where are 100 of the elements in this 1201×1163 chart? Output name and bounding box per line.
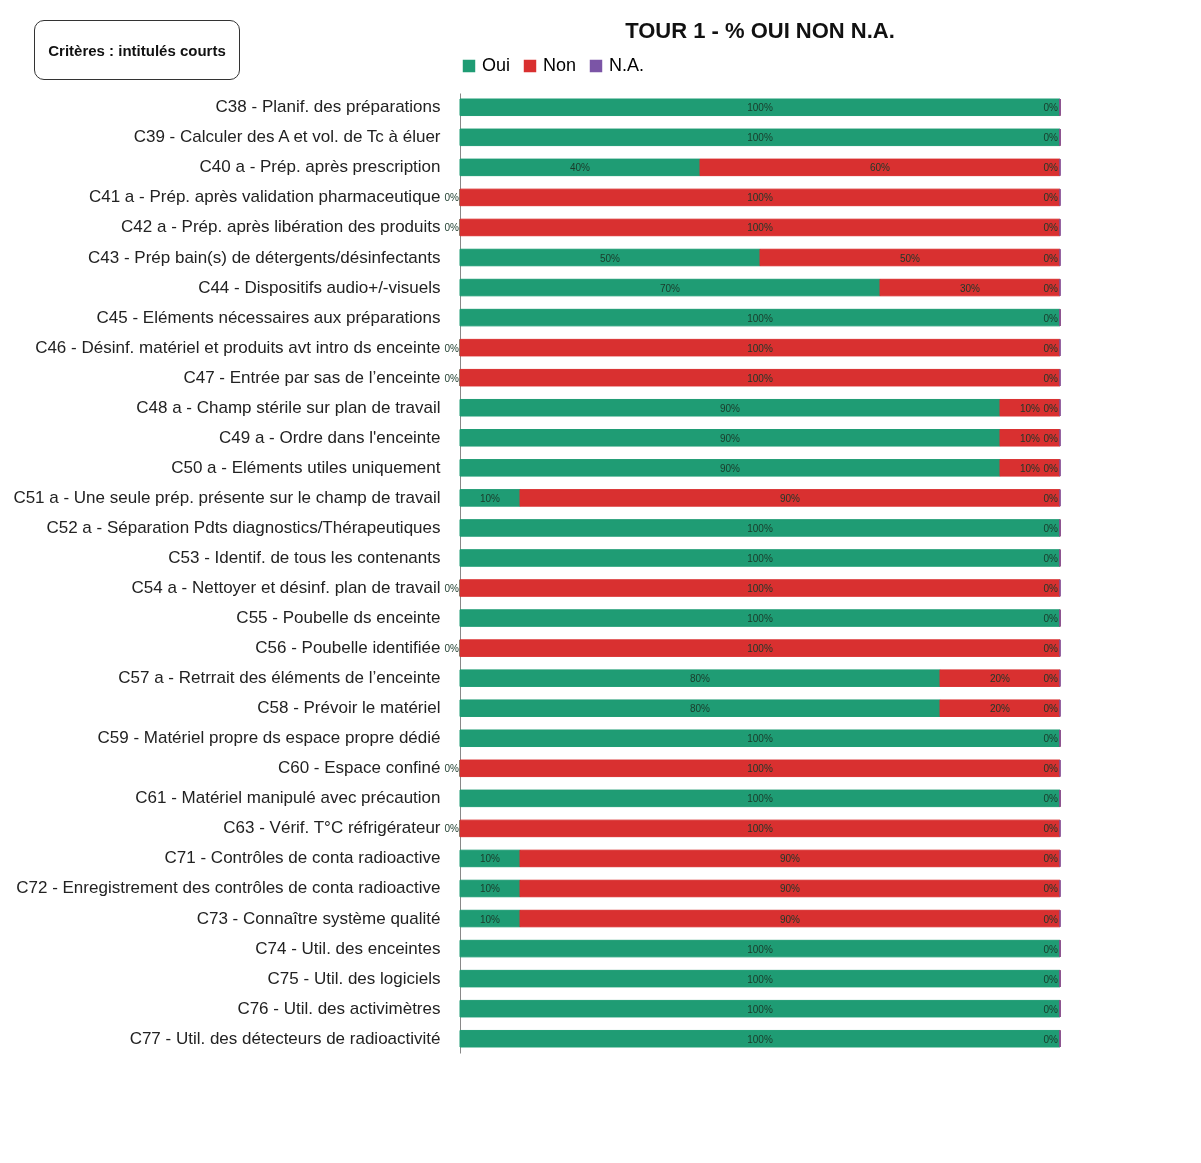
data-label: 100%: [747, 643, 773, 655]
y-tick-label: C47 - Entrée par sas de l’enceinte: [183, 367, 441, 387]
data-label: 0%: [1043, 913, 1059, 925]
data-label: 0%: [444, 372, 460, 384]
data-label: 100%: [747, 102, 773, 114]
y-tick-label: C58 - Prévoir le matériel: [257, 698, 441, 718]
data-label: 0%: [1043, 733, 1059, 745]
data-label: 0%: [1043, 222, 1059, 234]
data-label: 50%: [599, 252, 621, 264]
chart-title: TOUR 1 - % OUI NON N.A.: [625, 18, 895, 43]
data-label: 0%: [1043, 342, 1059, 354]
data-label: 100%: [747, 552, 773, 564]
data-label: 0%: [1043, 462, 1059, 474]
y-tick-label: C59 - Matériel propre ds espace propre dédié: [97, 728, 441, 748]
data-label: 0%: [1043, 372, 1059, 384]
y-tick-label: C39 - Calculer des A et vol. de Tc à éluer: [133, 127, 441, 147]
data-label: 0%: [444, 583, 460, 595]
data-label: 0%: [444, 222, 460, 234]
y-tick-label: C71 - Contrôles de conta radioactive: [164, 848, 441, 868]
y-tick-label: C60 - Espace confiné: [277, 758, 441, 778]
data-label: 70%: [659, 282, 681, 294]
data-label: 100%: [747, 222, 773, 234]
data-label: 10%: [1019, 432, 1041, 444]
data-label: 100%: [747, 132, 773, 144]
data-label: 0%: [444, 342, 460, 354]
data-label: 100%: [747, 823, 773, 835]
data-label: 90%: [779, 853, 801, 865]
data-label: 0%: [1043, 583, 1059, 595]
data-label: 60%: [869, 162, 891, 174]
data-label: 0%: [444, 823, 460, 835]
data-label: 0%: [1043, 823, 1059, 835]
data-label: 0%: [1043, 853, 1059, 865]
data-label: 0%: [1043, 793, 1059, 805]
data-label: 100%: [747, 973, 773, 985]
data-label: 100%: [747, 312, 773, 324]
data-label: 100%: [747, 342, 773, 354]
data-label: 0%: [1043, 643, 1059, 655]
data-label: 50%: [899, 252, 921, 264]
data-label: 0%: [1043, 132, 1059, 144]
data-label: 20%: [989, 673, 1011, 685]
data-label: 0%: [1043, 522, 1059, 534]
data-label: 0%: [444, 643, 460, 655]
data-label: 10%: [479, 853, 501, 865]
data-label: 0%: [1043, 973, 1059, 985]
data-label: 10%: [479, 492, 501, 504]
data-label: 80%: [689, 703, 711, 715]
y-tick-label: C40 a - Prép. après prescription: [199, 157, 441, 177]
y-tick-label: C51 a - Une seule prép. présente sur le champ de travail: [13, 487, 441, 507]
data-label: 0%: [1043, 673, 1059, 685]
data-label: 0%: [1043, 613, 1059, 625]
y-tick-label: C57 a - Retrrait des éléments de l’enceinte: [118, 668, 441, 688]
data-label: 100%: [747, 522, 773, 534]
y-tick-label: C49 a - Ordre dans l'enceinte: [218, 427, 441, 447]
data-label: 0%: [1043, 1003, 1059, 1015]
data-label: 0%: [1043, 402, 1059, 414]
data-label: 10%: [479, 913, 501, 925]
y-tick-label: C63 - Vérif. T°C réfrigérateur: [223, 818, 441, 838]
y-tick-label: C55 - Poubelle ds enceinte: [236, 608, 441, 628]
data-label: 40%: [569, 162, 591, 174]
data-label: 90%: [779, 492, 801, 504]
y-tick-label: C77 - Util. des détecteurs de radioactivité: [129, 1028, 441, 1048]
y-tick-label: C44 - Dispositifs audio+/-visuels: [198, 277, 441, 297]
data-label: 0%: [444, 192, 460, 204]
data-label: 100%: [747, 1033, 773, 1045]
data-label: 0%: [1043, 883, 1059, 895]
y-tick-label: C56 - Poubelle identifiée: [255, 638, 441, 658]
data-label: 0%: [1043, 162, 1059, 174]
data-label: 100%: [747, 733, 773, 745]
data-label: 80%: [689, 673, 711, 685]
y-tick-label: C38 - Planif. des préparations: [215, 97, 441, 117]
legend-label: Oui: [482, 55, 511, 75]
y-tick-label: C43 - Prép bain(s) de détergents/désinfectants: [88, 247, 441, 267]
y-tick-label: C42 a - Prép. après libération des produits: [121, 217, 441, 237]
y-tick-label: C45 - Eléments nécessaires aux préparations: [96, 307, 441, 327]
y-tick-label: C61 - Matériel manipulé avec précaution: [135, 788, 441, 808]
legend-label: N.A.: [609, 55, 645, 75]
data-label: 0%: [1043, 703, 1059, 715]
y-tick-label: C53 - Identif. de tous les contenants: [168, 547, 441, 567]
data-label: 0%: [1043, 102, 1059, 114]
data-label: 0%: [1043, 432, 1059, 444]
data-label: 10%: [479, 883, 501, 895]
data-label: 0%: [1043, 552, 1059, 564]
y-tick-label: C73 - Connaître système qualité: [196, 908, 441, 928]
note-box: Critères : intitulés courts: [34, 20, 240, 80]
y-tick-label: C75 - Util. des logiciels: [267, 968, 441, 988]
y-tick-label: C74 - Util. des enceintes: [255, 938, 441, 958]
data-label: 0%: [1043, 312, 1059, 324]
y-tick-label: C48 a - Champ stérile sur plan de travail: [136, 397, 441, 417]
data-label: 0%: [444, 763, 460, 775]
y-tick-label: C52 a - Séparation Pdts diagnostics/Thérapeutiques: [46, 517, 441, 537]
data-label: 100%: [747, 372, 773, 384]
data-label: 100%: [747, 793, 773, 805]
data-label: 0%: [1043, 252, 1059, 264]
y-tick-label: C50 a - Eléments utiles uniquement: [171, 457, 441, 477]
y-tick-label: C72 - Enregistrement des contrôles de conta radioactive: [16, 878, 441, 898]
data-label: 100%: [747, 943, 773, 955]
data-label: 10%: [1019, 462, 1041, 474]
data-label: 30%: [959, 282, 981, 294]
data-label: 90%: [779, 913, 801, 925]
data-label: 0%: [1043, 282, 1059, 294]
